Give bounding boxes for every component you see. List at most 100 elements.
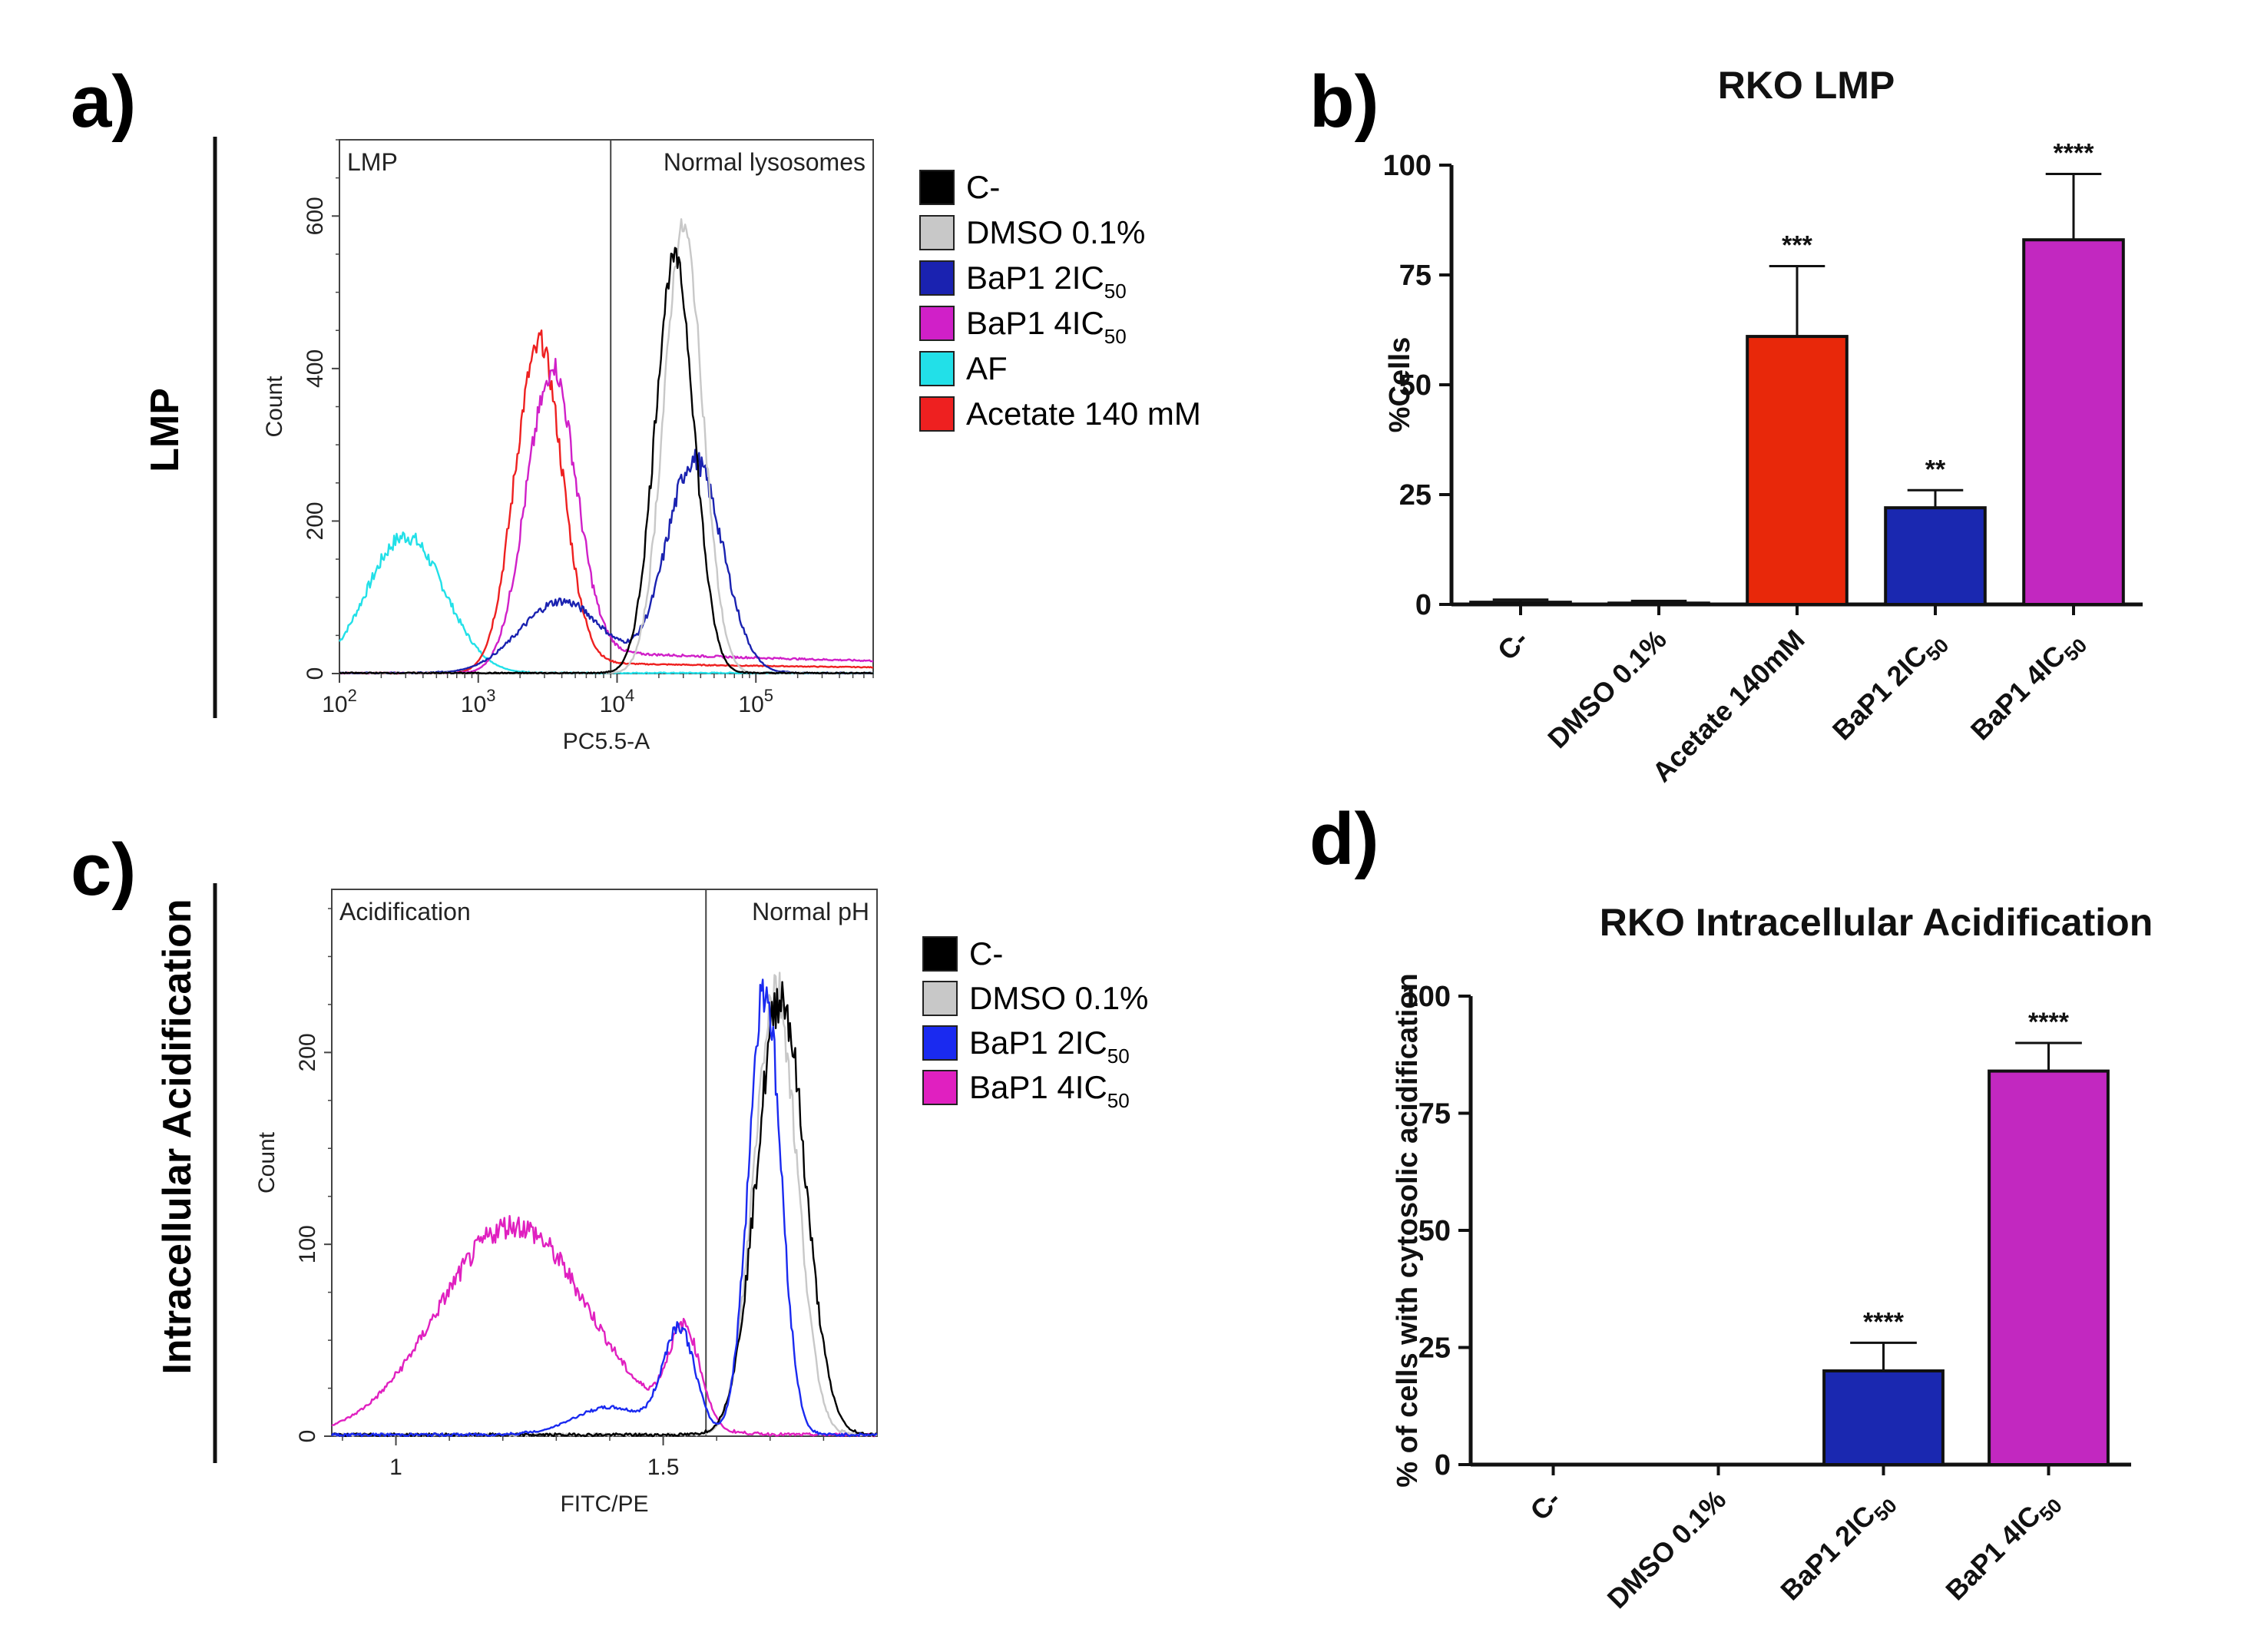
y-tick-label: 100 <box>295 1225 320 1263</box>
significance-marker: *** <box>1782 231 1812 260</box>
y-axis-title: Count <box>262 376 287 438</box>
plot-frame <box>339 139 874 674</box>
row-label-lmp: LMP <box>143 388 187 472</box>
legend-swatch <box>922 1025 958 1061</box>
legend-label: DMSO 0.1% <box>966 214 1145 250</box>
legend-label: BaP1 4IC50 <box>969 1069 1130 1112</box>
bar-chart-rko-lmp: RKO LMP 0 25 50 75 100 %Cells C- DMSO 0.1% *** Ace… <box>1383 64 2143 788</box>
y-tick-label: 200 <box>303 502 328 540</box>
legend-subscript: 50 <box>1107 1045 1130 1068</box>
legend-label: C- <box>969 935 1003 972</box>
panel-letter-c: c) <box>71 829 136 911</box>
chart-title: RKO LMP <box>1718 64 1895 107</box>
y-tick-label: 0 <box>1415 589 1432 621</box>
legend-label: C- <box>966 169 1000 205</box>
bar <box>1884 506 1987 606</box>
legend-swatch <box>919 260 955 296</box>
y-tick-label: 600 <box>303 197 328 235</box>
legend-swatch <box>919 396 955 432</box>
histogram-series <box>339 357 874 675</box>
histogram-series <box>338 531 874 675</box>
category-label: Acetate 140mM <box>1646 624 1810 788</box>
histogram-series <box>339 329 874 675</box>
legend-subscript: 50 <box>1104 280 1127 303</box>
x-axis-title: PC5.5-A <box>563 729 650 754</box>
y-tick-label: 25 <box>1418 1333 1451 1365</box>
chart-title: RKO Intracellular Acidification <box>1600 901 2153 944</box>
panel-letter-a: a) <box>71 61 136 143</box>
y-tick-label: 100 <box>1383 150 1432 182</box>
x-tick-label: 1 <box>389 1455 402 1480</box>
category-subscript: 50 <box>2034 1494 2067 1526</box>
x-tick-label: 103 <box>461 686 496 717</box>
bar <box>2022 238 2125 606</box>
legend-swatch <box>922 981 958 1016</box>
panel-letter-d: d) <box>1309 798 1379 880</box>
x-tick-label: 104 <box>600 686 635 717</box>
gate-label: LMP <box>347 148 398 176</box>
category-label: BaP1 2IC50 <box>1774 1484 1901 1611</box>
category-label: DMSO 0.1% <box>1541 624 1672 754</box>
y-tick-label: 0 <box>303 667 328 680</box>
x-tick-label: 1.5 <box>647 1455 680 1480</box>
category-subscript: 50 <box>1921 634 1954 666</box>
legend-swatch <box>922 1070 958 1105</box>
y-axis-title: Count <box>254 1131 280 1193</box>
legend-label: BaP1 2IC50 <box>966 260 1127 303</box>
legend-subscript: 50 <box>1104 325 1127 348</box>
legend-swatch <box>922 936 958 972</box>
histogram-series <box>339 247 874 675</box>
category-label: DMSO 0.1% <box>1601 1484 1732 1614</box>
y-tick-label: 0 <box>295 1430 320 1443</box>
category-label: C- <box>1491 624 1534 667</box>
histogram-series <box>331 1214 878 1438</box>
bar <box>1988 1069 2110 1466</box>
x-tick-exponent: 5 <box>764 686 773 705</box>
bar <box>1822 1369 1945 1466</box>
y-axis-title: %Cells <box>1384 337 1416 433</box>
legend-subscript: 50 <box>1107 1089 1130 1112</box>
x-tick-label: 102 <box>322 686 357 717</box>
bar <box>1607 601 1710 606</box>
y-tick-label: 75 <box>1399 260 1432 292</box>
gate-label: Normal pH <box>752 898 869 925</box>
y-tick-label: 0 <box>1435 1449 1451 1482</box>
category-label: BaP1 4IC50 <box>1964 624 2091 750</box>
y-tick-label: 100 <box>1402 981 1451 1013</box>
x-axis-title: FITC/PE <box>560 1491 648 1517</box>
category-subscript: 50 <box>1869 1494 1902 1526</box>
legend-swatch <box>919 351 955 386</box>
row-label-acidification: Intracellular Acidification <box>155 899 200 1374</box>
x-tick-label: 105 <box>738 686 773 717</box>
legend-swatch <box>919 306 955 341</box>
x-tick-exponent: 3 <box>486 686 495 705</box>
significance-marker: **** <box>2054 138 2095 167</box>
y-tick-label: 75 <box>1418 1098 1451 1131</box>
y-tick-label: 50 <box>1399 369 1432 402</box>
category-label: BaP1 4IC50 <box>1939 1484 2066 1611</box>
y-tick-label: 400 <box>303 349 328 388</box>
significance-marker: ** <box>1925 455 1946 484</box>
y-tick-label: 200 <box>295 1033 320 1071</box>
histogram-series <box>339 218 874 675</box>
y-axis-title: % of cells with cytosolic acidification <box>1392 973 1424 1487</box>
bar <box>1746 335 1849 606</box>
x-tick-exponent: 2 <box>348 686 357 705</box>
significance-marker: **** <box>1863 1307 1905 1336</box>
histogram-series <box>330 978 878 1438</box>
category-label: BaP1 2IC50 <box>1826 624 1953 750</box>
legend-label: DMSO 0.1% <box>969 980 1148 1016</box>
y-tick-label: 25 <box>1399 479 1432 511</box>
bar <box>1469 601 1572 607</box>
category-label: C- <box>1524 1484 1567 1527</box>
significance-marker: **** <box>2028 1008 2070 1037</box>
legend-label: AF <box>966 350 1008 386</box>
bar-chart-rko-acidification: RKO Intracellular Acidification 0 25 50 75 10… <box>1392 901 2153 1614</box>
legend-label: BaP1 2IC50 <box>969 1025 1130 1068</box>
histogram-lmp: LMP Normal lysosomes 0 200 400 600 102 103 104 10… <box>262 139 1201 754</box>
legend-label: BaP1 4IC50 <box>966 305 1127 348</box>
legend-label: Acetate 140 mM <box>966 396 1201 432</box>
gate-label: Normal lysosomes <box>664 148 866 176</box>
histogram-series <box>339 449 874 675</box>
